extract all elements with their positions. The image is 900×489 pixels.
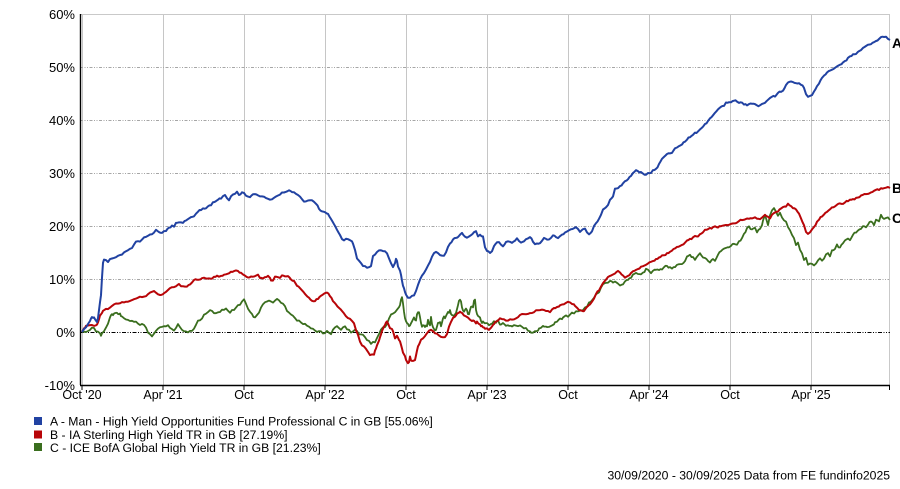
svg-text:A - Man - High Yield Opportuni: A - Man - High Yield Opportunities Fund … (50, 415, 433, 429)
svg-text:Apr '21: Apr '21 (143, 388, 182, 402)
svg-text:20%: 20% (49, 219, 75, 234)
svg-text:Oct: Oct (396, 388, 416, 402)
svg-text:C: C (892, 210, 900, 226)
svg-text:30/09/2020 - 30/09/2025 Data f: 30/09/2020 - 30/09/2025 Data from FE fun… (607, 469, 890, 483)
svg-text:C - ICE BofA Global High Yield: C - ICE BofA Global High Yield TR in GB … (50, 441, 321, 455)
svg-text:Apr '23: Apr '23 (467, 388, 506, 402)
svg-text:30%: 30% (49, 166, 75, 181)
svg-text:Oct: Oct (234, 388, 254, 402)
svg-text:0%: 0% (56, 325, 75, 340)
svg-text:Oct '20: Oct '20 (62, 388, 101, 402)
svg-text:Oct: Oct (720, 388, 740, 402)
svg-text:Apr '25: Apr '25 (791, 388, 830, 402)
svg-text:Apr '24: Apr '24 (629, 388, 668, 402)
svg-text:-10%: -10% (45, 378, 76, 393)
svg-text:B - IA Sterling High Yield TR: B - IA Sterling High Yield TR in GB [27.… (50, 428, 288, 442)
svg-text:40%: 40% (49, 113, 75, 128)
svg-text:50%: 50% (49, 60, 75, 75)
svg-text:A: A (892, 35, 900, 51)
svg-text:B: B (892, 180, 900, 196)
svg-text:Oct: Oct (558, 388, 578, 402)
svg-text:10%: 10% (49, 272, 75, 287)
svg-text:Apr '22: Apr '22 (305, 388, 344, 402)
svg-text:60%: 60% (49, 7, 75, 22)
